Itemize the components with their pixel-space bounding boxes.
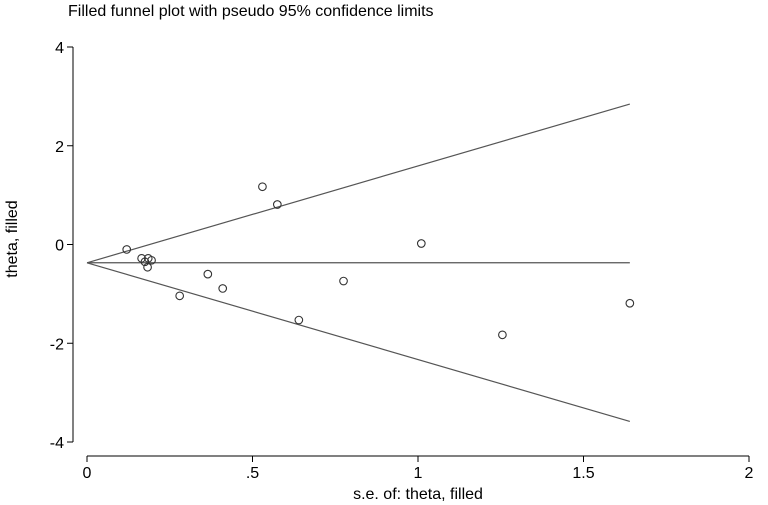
data-point — [203, 269, 213, 279]
data-point — [294, 315, 304, 325]
funnel-lines — [86, 103, 631, 423]
y-tick-label: -4 — [50, 435, 64, 452]
x-tick-label: 1 — [414, 465, 423, 482]
data-point — [258, 182, 267, 192]
data-point — [272, 200, 282, 209]
x-axis-label: s.e. of: theta, filled — [353, 486, 483, 503]
data-point — [339, 276, 348, 286]
y-axis-label: theta, filled — [4, 200, 21, 277]
x-tick-label: 2 — [745, 465, 754, 482]
data-point — [218, 284, 228, 293]
lower-confidence-limit — [86, 262, 631, 423]
y-tick-label: 0 — [55, 238, 64, 255]
chart-title: Filled funnel plot with pseudo 95% confi… — [68, 3, 434, 20]
x-tick-label: 1.5 — [572, 465, 594, 482]
data-points — [122, 182, 635, 340]
data-point — [122, 245, 132, 254]
upper-confidence-limit — [86, 103, 631, 264]
y-tick-label: 2 — [55, 139, 64, 156]
data-point — [498, 330, 507, 340]
x-tick-label: .5 — [246, 465, 259, 482]
data-point — [175, 291, 185, 301]
axes: -4 -2 0 2 4 0 .5 1 1.5 2 — [50, 40, 754, 482]
data-point — [416, 239, 426, 248]
y-tick-label: 4 — [55, 40, 64, 57]
x-tick-label: 0 — [83, 465, 92, 482]
y-tick-label: -2 — [50, 336, 64, 353]
data-point — [625, 298, 635, 308]
data-point — [147, 255, 156, 265]
data-point — [143, 262, 152, 272]
